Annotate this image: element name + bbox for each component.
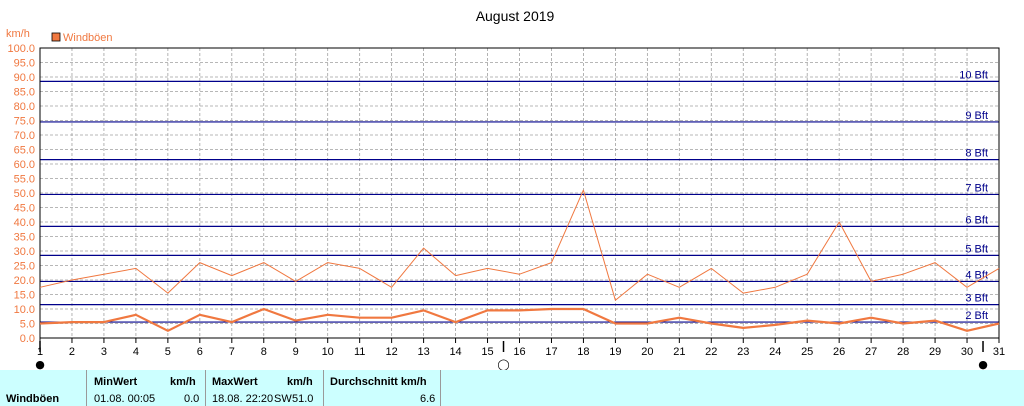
stats-separator	[205, 370, 206, 406]
x-tick-label: 24	[769, 346, 781, 358]
min-unit: km/h	[170, 376, 196, 388]
y-tick-label: 80.0	[14, 101, 35, 113]
x-tick-label: 12	[386, 346, 398, 358]
x-tick-label: 25	[801, 346, 813, 358]
x-tick-label: 30	[961, 346, 973, 358]
x-tick-label: 31	[993, 346, 1005, 358]
y-tick-label: 65.0	[14, 145, 35, 157]
x-tick-label: 23	[737, 346, 749, 358]
min-header: MinWert	[94, 376, 138, 388]
x-tick-label: 17	[545, 346, 557, 358]
beaufort-label: 8 Bft	[965, 148, 988, 160]
y-tick-label: 20.0	[14, 275, 35, 287]
x-tick-label: 6	[197, 346, 203, 358]
x-tick-label: 15	[481, 346, 493, 358]
y-tick-label: 75.0	[14, 116, 35, 128]
max-datetime: 18.08. 22:20	[212, 393, 274, 405]
y-tick-label: 50.0	[14, 188, 35, 200]
beaufort-label: 9 Bft	[965, 110, 988, 122]
y-tick-label: 45.0	[14, 203, 35, 215]
max-unit: km/h	[287, 376, 313, 388]
y-tick-label: 85.0	[14, 87, 35, 99]
max-value: 51.0	[292, 393, 314, 405]
plot-frame	[39, 47, 1000, 339]
moon-phase-icon: ●	[35, 358, 45, 370]
y-tick-label: 0.0	[20, 333, 35, 345]
y-tick-label: 55.0	[14, 174, 35, 186]
max-header: MaxWert	[212, 376, 258, 388]
legend-label: Windböen	[63, 32, 113, 44]
y-tick-label: 40.0	[14, 217, 35, 229]
x-tick-label: 28	[897, 346, 909, 358]
beaufort-label: 6 Bft	[965, 214, 988, 226]
chart-title: August 2019	[476, 8, 555, 24]
y-tick-label: 70.0	[14, 130, 35, 142]
y-axis-label: km/h	[6, 28, 30, 40]
moon-phase-icon: ●	[978, 358, 988, 370]
beaufort-label: 7 Bft	[965, 182, 988, 194]
legend-swatch	[51, 32, 61, 42]
x-tick-label: 20	[641, 346, 653, 358]
stats-separator	[86, 370, 87, 406]
x-tick-label: 4	[133, 346, 139, 358]
stats-separator	[323, 370, 324, 406]
x-tick-label: 22	[705, 346, 717, 358]
x-tick-label: 8	[261, 346, 267, 358]
stats-row-label: Windböen	[6, 393, 60, 405]
x-tick-label: 2	[69, 346, 75, 358]
y-tick-label: 10.0	[14, 304, 35, 316]
moon-phase-icon: ◯	[497, 358, 509, 370]
y-tick-label: 35.0	[14, 232, 35, 244]
x-tick-label: 16	[513, 346, 525, 358]
y-tick-label: 100.0	[7, 43, 35, 55]
series-line-average	[39, 307, 1000, 332]
y-tick-label: 60.0	[14, 159, 35, 171]
y-tick-label: 5.0	[20, 319, 35, 331]
x-tick-label: 10	[322, 346, 334, 358]
x-tick-label: 5	[165, 346, 171, 358]
avg-header: Durchschnitt km/h	[330, 376, 427, 388]
x-tick-label: 13	[417, 346, 429, 358]
avg-value: 6.6	[420, 393, 436, 405]
series-line-gusts	[39, 189, 1000, 301]
x-tick-label: 11	[354, 346, 365, 358]
min-value: 0.0	[184, 393, 200, 405]
beaufort-label: 4 Bft	[965, 269, 988, 281]
x-tick-label: 26	[833, 346, 845, 358]
y-tick-label: 30.0	[14, 246, 35, 258]
x-tick-label: 14	[449, 346, 461, 358]
y-tick-label: 25.0	[14, 261, 35, 273]
stats-separator	[440, 370, 441, 406]
x-tick-label: 21	[673, 346, 685, 358]
x-tick-label: 9	[293, 346, 299, 358]
max-direction: SW	[274, 393, 292, 405]
x-tick-label: 19	[609, 346, 621, 358]
beaufort-label: 3 Bft	[965, 293, 988, 305]
wind-gust-chart: August 2019 km/h Windböen 0.0 5.0 10.0 15.0 20.…	[6, 8, 1005, 370]
y-tick-label: 95.0	[14, 58, 35, 70]
y-tick-label: 15.0	[14, 290, 35, 302]
y-tick-label: 90.0	[14, 72, 35, 84]
x-tick-label: 7	[229, 346, 235, 358]
x-tick-label: 29	[929, 346, 941, 358]
beaufort-label: 10 Bft	[959, 69, 988, 81]
beaufort-label: 5 Bft	[965, 243, 988, 255]
x-tick-label: 27	[865, 346, 877, 358]
x-tick-label: 18	[577, 346, 589, 358]
beaufort-label: 2 Bft	[965, 310, 988, 322]
min-datetime: 01.08. 00:05	[94, 393, 156, 405]
statistics-panel: Windböen MinWert km/h 01.08. 00:05 0.0 M…	[0, 370, 1024, 406]
x-tick-label: 3	[101, 346, 107, 358]
